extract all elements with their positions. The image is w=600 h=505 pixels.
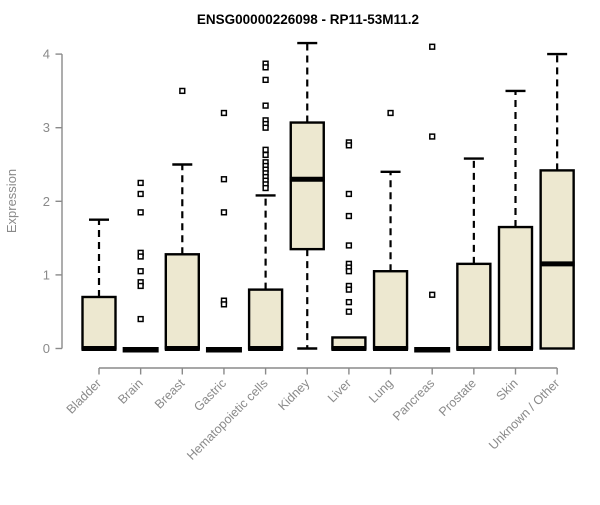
x-category-label: Breast <box>152 376 188 412</box>
x-category-label: Brain <box>115 376 146 407</box>
outlier-point <box>345 190 353 198</box>
outlier-point <box>429 133 436 140</box>
outlier-point <box>345 308 353 315</box>
outlier-point <box>262 64 269 71</box>
outlier-point <box>137 253 144 260</box>
box-iqr <box>247 288 284 350</box>
outlier-point <box>137 190 144 198</box>
outlier-point <box>429 291 436 298</box>
median-line <box>122 347 159 353</box>
outlier-point <box>220 301 228 308</box>
y-tick-label: 0 <box>43 341 50 356</box>
median-line <box>205 347 242 353</box>
outlier-point <box>137 268 144 275</box>
outlier-point <box>345 212 353 220</box>
chart-title: ENSG00000226098 - RP11-53M11.2 <box>197 12 419 27</box>
x-category-label: Hematopoietic cells <box>184 376 271 463</box>
box-iqr <box>81 295 117 350</box>
outlier-point <box>179 87 186 95</box>
outlier-point <box>262 76 269 84</box>
boxplot-brain <box>122 179 159 353</box>
outlier-point <box>137 282 144 290</box>
outlier-point <box>220 209 228 216</box>
median-line <box>414 347 451 353</box>
y-axis: 0 1 2 3 4 <box>43 47 63 356</box>
boxplot-lung <box>372 109 409 351</box>
boxplot-hematopoietic-cells <box>247 60 284 351</box>
x-category-label: Lung <box>366 376 396 406</box>
outlier-point <box>262 124 269 131</box>
y-axis-label: Expression <box>4 169 19 233</box>
x-category-label: Liver <box>325 376 354 405</box>
x-category-label: Unknown / Other <box>486 376 562 452</box>
outlier-point <box>345 298 353 306</box>
x-category-label: Skin <box>494 376 521 403</box>
boxplot-breast <box>164 87 201 351</box>
box-iqr <box>289 121 325 251</box>
box-series <box>81 41 575 353</box>
outlier-point <box>345 242 353 249</box>
outlier-point <box>262 151 269 159</box>
box-iqr <box>497 225 534 350</box>
box-iqr <box>164 253 201 350</box>
outlier-point <box>429 43 436 50</box>
box-iqr <box>372 270 409 350</box>
outlier-point <box>220 109 228 117</box>
boxplot-liver <box>331 139 367 351</box>
x-category-label: Kidney <box>275 376 312 413</box>
x-category-label: Gastric <box>191 376 229 414</box>
x-category-label: Pancreas <box>390 376 437 423</box>
boxplot-skin <box>497 89 534 351</box>
outlier-point <box>345 286 353 293</box>
outlier-point <box>262 146 269 153</box>
boxplot-pancreas <box>414 43 451 353</box>
y-tick-label: 2 <box>43 194 50 209</box>
outlier-point <box>345 142 353 149</box>
outlier-point <box>262 184 269 192</box>
x-category-label: Prostate <box>436 376 479 419</box>
outlier-point <box>262 102 269 109</box>
outlier-point <box>387 109 394 117</box>
outlier-point <box>220 176 228 183</box>
y-tick-label: 4 <box>43 47 50 62</box>
boxplot-bladder <box>81 218 117 351</box>
boxplot-kidney <box>289 41 325 350</box>
boxplot-prostate <box>456 157 492 351</box>
y-tick-label: 1 <box>43 267 50 282</box>
outlier-point <box>345 268 353 275</box>
x-category-label: Bladder <box>64 376 104 416</box>
box-iqr <box>456 262 492 350</box>
box-iqr <box>539 169 575 350</box>
outlier-point <box>137 315 144 323</box>
outlier-point <box>137 179 144 187</box>
outlier-point <box>137 209 144 216</box>
boxplot-gastric <box>205 109 242 353</box>
boxplot-unknown-other <box>539 52 575 350</box>
y-tick-label: 3 <box>43 120 50 135</box>
